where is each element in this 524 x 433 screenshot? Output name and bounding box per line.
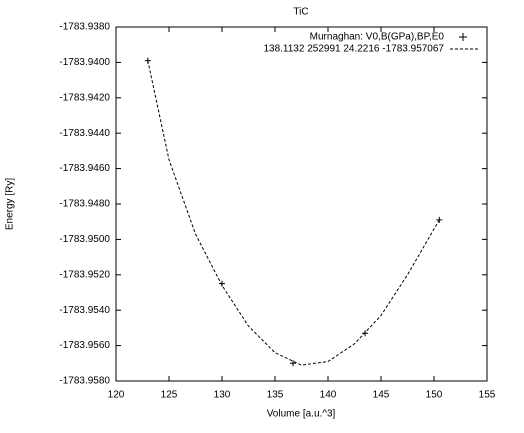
- y-tick-label: -1783.9460: [59, 163, 110, 174]
- data-point: [219, 280, 225, 287]
- legend-marker: [459, 33, 467, 41]
- x-tick-label: 120: [108, 390, 125, 401]
- x-axis-title: Volume [a.u.^3]: [267, 409, 336, 420]
- chart-title: TiC: [293, 7, 308, 18]
- y-tick-label: -1783.9440: [59, 128, 110, 139]
- y-tick-label: -1783.9560: [59, 340, 110, 351]
- x-tick-label: 130: [214, 390, 231, 401]
- y-tick-label: -1783.9520: [59, 269, 110, 280]
- x-tick-label: 155: [479, 390, 496, 401]
- x-tick-label: 145: [373, 390, 390, 401]
- y-axis-title: Energy [Ry]: [5, 178, 16, 230]
- x-tick-label: 150: [426, 390, 443, 401]
- legend-label: 138.1132 252991 24.2216 -1783.957067: [263, 44, 444, 55]
- data-point: [290, 360, 297, 367]
- x-tick-label: 135: [267, 390, 284, 401]
- x-tick-label: 140: [320, 390, 337, 401]
- y-tick-label: -1783.9380: [59, 22, 110, 33]
- y-tick-label: -1783.9480: [59, 199, 110, 210]
- fit-line: [147, 60, 440, 366]
- y-tick-label: -1783.9400: [59, 57, 110, 68]
- legend-label: Murnaghan: V0,B(GPa),BP,E0: [310, 32, 445, 43]
- y-tick-label: -1783.9540: [59, 305, 110, 316]
- y-tick-label: -1783.9420: [59, 92, 110, 103]
- plot-frame: [115, 26, 488, 382]
- y-tick-label: -1783.9500: [59, 234, 110, 245]
- x-tick-label: 125: [161, 390, 178, 401]
- y-tick-label: -1783.9580: [59, 376, 110, 387]
